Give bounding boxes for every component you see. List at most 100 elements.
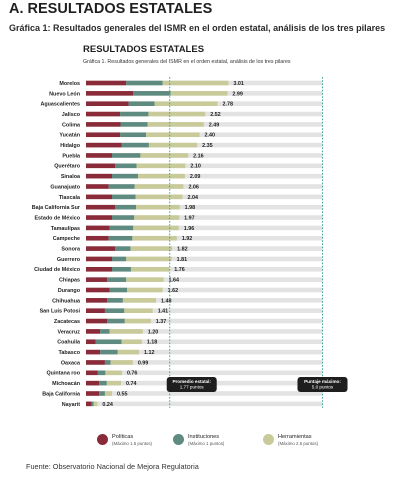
total-label-9: 2.09: [190, 174, 201, 180]
bar-segment-politicas-23: [86, 318, 108, 324]
bar-track-21: [86, 298, 323, 303]
category-label-27: Oaxaca: [61, 360, 81, 366]
bar-segment-politicas-22: [86, 308, 105, 313]
bar-track-18: [86, 267, 323, 272]
bar-segment-herramientas-20: [127, 287, 163, 293]
bar-segment-instituciones-1: [133, 91, 171, 96]
total-label-20: 1.62: [168, 288, 179, 294]
bar-segment-herramientas-14: [133, 225, 179, 231]
bar-segment-politicas-0: [86, 80, 127, 86]
bar-segment-herramientas-5: [146, 132, 200, 138]
bar-segment-herramientas-0: [162, 80, 229, 86]
bar-segment-herramientas-4: [147, 122, 204, 127]
category-label-18: Ciudad de México: [34, 267, 81, 273]
category-label-5: Yucatán: [59, 133, 80, 139]
bar-segment-instituciones-31: [91, 401, 94, 407]
bar-segment-herramientas-27: [110, 360, 133, 365]
bar-segment-instituciones-0: [126, 80, 163, 86]
bar-segment-herramientas-15: [132, 235, 177, 241]
bar-segment-herramientas-24: [109, 329, 143, 334]
legend-swatch-politicas: [97, 434, 108, 445]
total-label-10: 2.06: [188, 184, 199, 190]
total-label-1: 2.99: [232, 91, 243, 97]
total-label-7: 2.16: [193, 153, 204, 159]
reference-callout-line2-1: 5.0 puntos: [312, 385, 334, 390]
bar-track-17: [86, 256, 323, 262]
bar-segment-politicas-8: [86, 163, 116, 169]
category-label-31: Nayarit: [62, 402, 80, 408]
bar-track-5: [86, 132, 323, 138]
category-label-19: Chiapas: [59, 278, 80, 284]
bar-segment-instituciones-14: [109, 225, 134, 231]
bar-segment-herramientas-10: [134, 184, 184, 189]
bar-segment-instituciones-27: [104, 360, 111, 365]
bar-segment-instituciones-12: [115, 204, 137, 210]
bar-segment-politicas-3: [86, 111, 121, 117]
bar-track-22: [86, 308, 323, 313]
bar-segment-instituciones-30: [99, 391, 105, 396]
bar-segment-instituciones-13: [112, 215, 135, 220]
bar-track-23: [86, 318, 323, 324]
bar-segment-instituciones-22: [104, 308, 125, 313]
bar-segment-instituciones-5: [120, 132, 147, 138]
bar-track-15: [86, 235, 323, 241]
bar-segment-politicas-13: [86, 215, 113, 220]
bar-segment-politicas-29: [86, 380, 100, 386]
category-label-17: Guerrero: [57, 257, 81, 263]
total-label-18: 1.76: [174, 267, 185, 273]
bar-segment-instituciones-8: [115, 163, 137, 169]
reference-callout-0: [166, 377, 217, 392]
total-label-30: 0.55: [117, 391, 128, 397]
total-label-29: 0.74: [126, 381, 137, 387]
bar-segment-herramientas-12: [136, 204, 180, 210]
bar-segment-politicas-14: [86, 225, 110, 231]
total-label-13: 1.97: [184, 215, 195, 221]
category-label-21: Chihuahua: [52, 298, 81, 304]
bar-track-25: [86, 339, 323, 345]
bar-segment-herramientas-3: [148, 111, 206, 117]
bar-segment-politicas-16: [86, 246, 116, 251]
bar-segment-instituciones-18: [112, 267, 131, 272]
category-label-14: Tamaulipas: [51, 226, 80, 232]
total-label-2: 2.78: [222, 102, 233, 108]
category-label-20: Durango: [58, 288, 81, 294]
bar-segment-politicas-15: [86, 235, 109, 241]
bar-track-26: [86, 349, 323, 355]
bar-segment-herramientas-22: [124, 308, 153, 313]
total-label-11: 2.04: [187, 195, 198, 201]
total-label-14: 1.96: [184, 226, 195, 232]
category-label-11: Tlaxcala: [59, 195, 81, 201]
category-label-24: Veracruz: [58, 329, 81, 335]
section-subtitle: Gráfica 1: Resultados generales del ISMR…: [9, 23, 386, 33]
bar-track-20: [86, 287, 323, 293]
total-label-6: 2.35: [202, 143, 213, 149]
reference-callout-line2-0: 1.77 puntos: [180, 385, 205, 390]
bar-segment-herramientas-19: [126, 277, 164, 282]
bar-segment-herramientas-1: [170, 91, 228, 96]
bar-track-12: [86, 204, 323, 210]
legend-label-herramientas: Herramientas: [278, 434, 312, 440]
category-label-4: Colima: [62, 122, 81, 128]
legend-note-politicas: (Máximo 1.5 puntos): [112, 441, 153, 446]
category-label-2: Aguascalientes: [40, 102, 80, 108]
total-label-17: 1.81: [177, 257, 188, 263]
category-label-22: San Luis Potosí: [40, 309, 81, 315]
category-label-1: Nuevo León: [49, 91, 80, 97]
bar-segment-herramientas-6: [148, 142, 198, 148]
bar-segment-instituciones-16: [115, 246, 131, 251]
total-label-3: 2.52: [210, 112, 221, 118]
total-label-23: 1.37: [156, 319, 167, 325]
bar-segment-herramientas-16: [130, 246, 173, 251]
bar-track-8: [86, 163, 323, 169]
bar-segment-instituciones-29: [99, 380, 107, 386]
category-label-12: Baja California Sur: [32, 205, 81, 211]
bar-segment-herramientas-31: [93, 401, 98, 407]
bar-track-27: [86, 360, 323, 365]
bar-segment-instituciones-7: [112, 153, 141, 158]
bar-segment-herramientas-21: [122, 298, 157, 303]
bar-segment-politicas-7: [86, 153, 113, 158]
bar-segment-herramientas-18: [130, 267, 170, 272]
category-label-13: Estado de México: [34, 215, 80, 221]
bar-segment-politicas-11: [86, 194, 113, 200]
bar-segment-herramientas-8: [136, 163, 186, 169]
